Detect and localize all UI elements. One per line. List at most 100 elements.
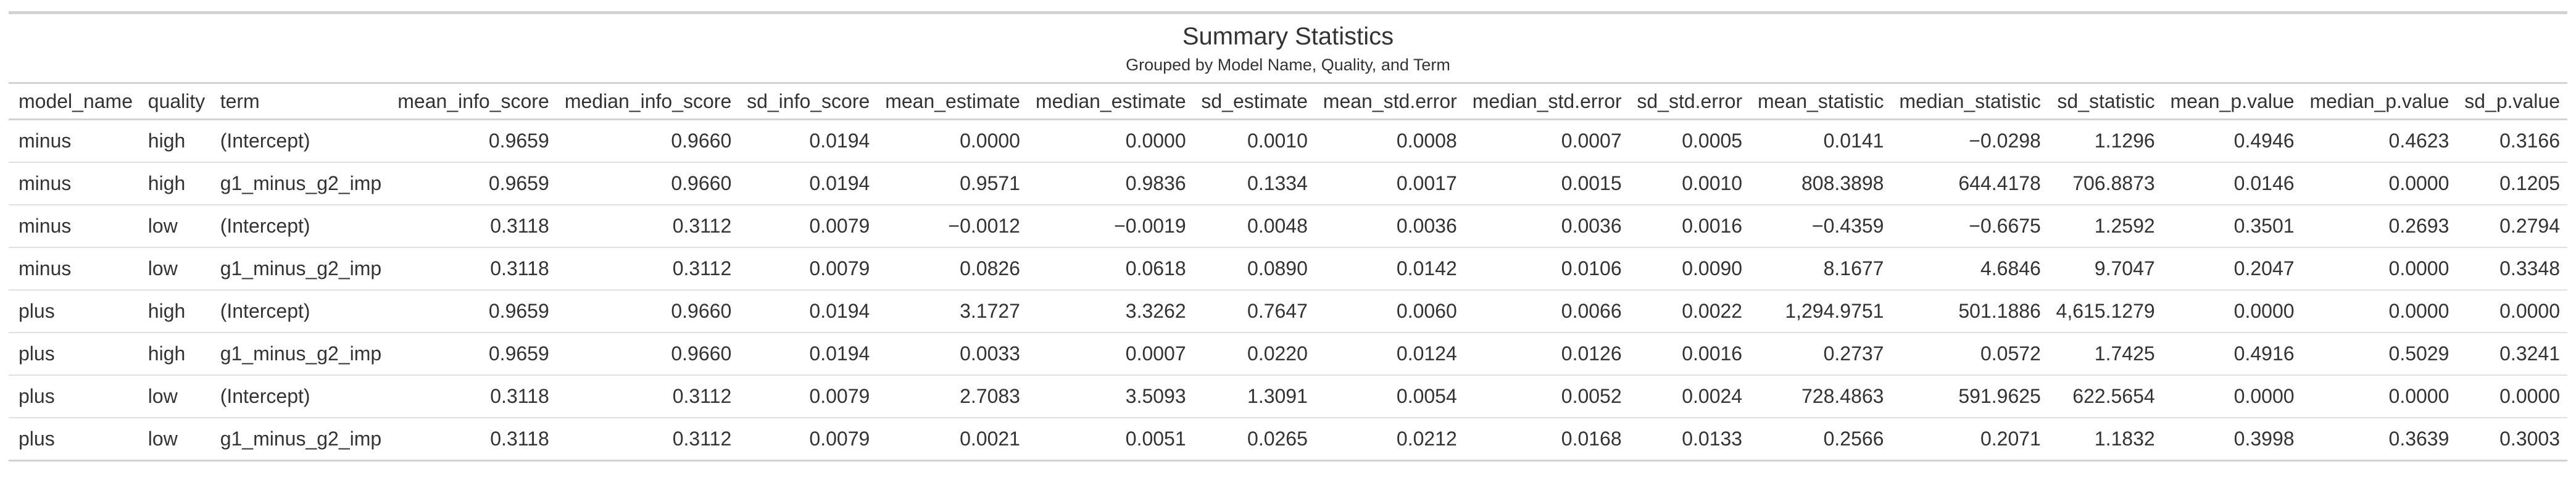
cell-quality: low xyxy=(140,418,213,461)
cell-mean-estimate: 2.7083 xyxy=(877,375,1028,418)
cell-sd-info-score: 0.0194 xyxy=(739,119,878,163)
cell-mean-std-error: 0.0212 xyxy=(1315,418,1465,461)
cell-median-std-error: 0.0168 xyxy=(1464,418,1629,461)
cell-quality: high xyxy=(140,333,213,376)
top-rule xyxy=(9,11,2567,14)
cell-sd-info-score: 0.0079 xyxy=(739,205,878,248)
cell-term: (Intercept) xyxy=(212,119,390,163)
cell-median-statistic: 0.2071 xyxy=(1891,418,2048,461)
table-row: plus low (Intercept) 0.3118 0.3112 0.0079 2.70… xyxy=(9,375,2567,418)
cell-median-estimate: 3.5093 xyxy=(1027,375,1194,418)
cell-median-info-score: 0.3112 xyxy=(556,418,739,461)
table-row: plus high (Intercept) 0.9659 0.9660 0.0194 3.1… xyxy=(9,290,2567,333)
cell-mean-estimate: 0.9571 xyxy=(877,162,1028,205)
cell-sd-statistic: 1.2592 xyxy=(2048,205,2163,248)
table-row: minus low g1_minus_g2_imp 0.3118 0.3112 0.007… xyxy=(9,247,2567,291)
summary-statistics-table: model_name quality term mean_info_score medi… xyxy=(9,82,2567,461)
column-header-quality: quality xyxy=(147,89,206,112)
cell-model-name: plus xyxy=(9,375,141,418)
cell-sd-p-value: 0.1205 xyxy=(2456,162,2567,205)
cell-median-std-error: 0.0036 xyxy=(1464,205,1629,248)
table-subtitle: Grouped by Model Name, Quality, and Term xyxy=(1126,56,1450,74)
cell-sd-estimate: 1.3091 xyxy=(1193,375,1315,418)
cell-mean-std-error: 0.0017 xyxy=(1315,162,1465,205)
cell-sd-statistic: 1.1296 xyxy=(2048,119,2163,163)
cell-mean-p-value: 0.4916 xyxy=(2162,333,2302,376)
cell-sd-info-score: 0.0194 xyxy=(739,333,878,376)
cell-term: (Intercept) xyxy=(212,205,390,248)
cell-sd-std-error: 0.0005 xyxy=(1629,119,1750,163)
cell-sd-estimate: 0.7647 xyxy=(1193,290,1315,333)
cell-mean-std-error: 0.0124 xyxy=(1315,333,1465,376)
cell-term: (Intercept) xyxy=(212,375,390,418)
cell-quality: high xyxy=(140,162,213,205)
cell-mean-std-error: 0.0036 xyxy=(1315,205,1465,248)
cell-mean-info-score: 0.3118 xyxy=(389,375,557,418)
cell-sd-info-score: 0.0194 xyxy=(739,290,878,333)
cell-median-statistic: 501.1886 xyxy=(1891,290,2048,333)
column-header-sd-statistic: sd_statistic xyxy=(2057,89,2155,112)
column-header-median-std-error: median_std.error xyxy=(1472,89,1622,112)
cell-mean-std-error: 0.0060 xyxy=(1315,290,1465,333)
cell-mean-estimate: 0.0826 xyxy=(877,247,1028,291)
cell-sd-info-score: 0.0194 xyxy=(739,162,878,205)
cell-median-std-error: 0.0052 xyxy=(1464,375,1629,418)
cell-sd-estimate: 0.0265 xyxy=(1193,418,1315,461)
cell-median-info-score: 0.3112 xyxy=(556,247,739,291)
cell-quality: high xyxy=(140,290,213,333)
column-header-sd-std-error: sd_std.error xyxy=(1637,89,1743,112)
cell-mean-info-score: 0.9659 xyxy=(389,119,557,163)
cell-median-estimate: 0.0000 xyxy=(1027,119,1194,163)
cell-mean-statistic: 728.4863 xyxy=(1750,375,1892,418)
cell-median-info-score: 0.9660 xyxy=(556,290,739,333)
cell-sd-estimate: 0.0048 xyxy=(1193,205,1315,248)
cell-sd-p-value: 0.0000 xyxy=(2456,290,2567,333)
cell-median-info-score: 0.3112 xyxy=(556,375,739,418)
cell-median-p-value: 0.2693 xyxy=(2301,205,2457,248)
cell-sd-p-value: 0.3241 xyxy=(2456,333,2567,376)
table-row: minus high (Intercept) 0.9659 0.9660 0.0194 0.… xyxy=(9,119,2567,163)
cell-model-name: plus xyxy=(9,333,141,376)
column-header-term: term xyxy=(220,89,260,112)
cell-median-p-value: 0.5029 xyxy=(2301,333,2457,376)
cell-mean-p-value: 0.2047 xyxy=(2162,247,2302,291)
header-row: model_name quality term mean_info_score medi… xyxy=(9,83,2567,120)
cell-sd-statistic: 9.7047 xyxy=(2048,247,2163,291)
cell-median-statistic: 0.0572 xyxy=(1891,333,2048,376)
cell-quality: high xyxy=(140,119,213,163)
cell-term: g1_minus_g2_imp xyxy=(212,247,390,291)
cell-median-estimate: 0.9836 xyxy=(1027,162,1194,205)
cell-mean-statistic: 808.3898 xyxy=(1750,162,1892,205)
cell-sd-p-value: 0.3003 xyxy=(2456,418,2567,461)
cell-mean-std-error: 0.0008 xyxy=(1315,119,1465,163)
cell-median-estimate: 3.3262 xyxy=(1027,290,1194,333)
table-row: minus low (Intercept) 0.3118 0.3112 0.0079 −0.… xyxy=(9,205,2567,248)
cell-model-name: minus xyxy=(9,119,141,163)
cell-median-estimate: 0.0007 xyxy=(1027,333,1194,376)
column-header-mean-p-value: mean_p.value xyxy=(2170,89,2295,112)
cell-sd-estimate: 0.0890 xyxy=(1193,247,1315,291)
cell-mean-std-error: 0.0054 xyxy=(1315,375,1465,418)
cell-sd-info-score: 0.0079 xyxy=(739,375,878,418)
cell-median-statistic: 4.6846 xyxy=(1891,247,2048,291)
column-header-median-info-score: median_info_score xyxy=(564,89,732,112)
cell-median-std-error: 0.0126 xyxy=(1464,333,1629,376)
cell-median-p-value: 0.0000 xyxy=(2301,247,2457,291)
cell-median-p-value: 0.0000 xyxy=(2301,290,2457,333)
cell-mean-estimate: 0.0021 xyxy=(877,418,1028,461)
cell-sd-std-error: 0.0010 xyxy=(1629,162,1750,205)
cell-mean-p-value: 0.3501 xyxy=(2162,205,2302,248)
column-header-median-p-value: median_p.value xyxy=(2309,89,2449,112)
cell-term: g1_minus_g2_imp xyxy=(212,333,390,376)
cell-median-p-value: 0.0000 xyxy=(2301,162,2457,205)
column-header-mean-std-error: mean_std.error xyxy=(1323,89,1457,112)
cell-mean-statistic: −0.4359 xyxy=(1750,205,1892,248)
cell-mean-p-value: 0.4946 xyxy=(2162,119,2302,163)
cell-mean-statistic: 1,294.9751 xyxy=(1750,290,1892,333)
cell-quality: low xyxy=(140,247,213,291)
cell-sd-std-error: 0.0090 xyxy=(1629,247,1750,291)
column-header-sd-info-score: sd_info_score xyxy=(747,89,870,112)
cell-median-p-value: 0.3639 xyxy=(2301,418,2457,461)
cell-mean-statistic: 8.1677 xyxy=(1750,247,1892,291)
cell-sd-std-error: 0.0024 xyxy=(1629,375,1750,418)
